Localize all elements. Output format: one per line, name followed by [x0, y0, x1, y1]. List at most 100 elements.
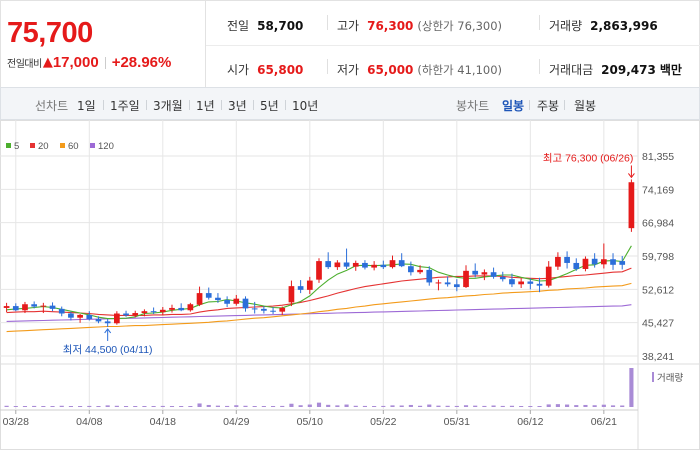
divider: [327, 15, 328, 30]
high-arrowhead: [628, 173, 635, 179]
period-3y[interactable]: 3년: [228, 99, 247, 113]
volume-bar: [610, 405, 616, 407]
candle-body: [591, 258, 598, 265]
candle-body: [233, 298, 240, 304]
candle-body: [564, 256, 570, 263]
high-price: 고가 76,300 (상한가 76,300): [337, 17, 502, 34]
legend-swatch: [60, 143, 65, 148]
volume-bar: [362, 405, 368, 407]
volume-bar: [142, 406, 147, 407]
volume-bar: [555, 404, 560, 407]
volume-bar: [326, 404, 331, 407]
volume-bar: [620, 405, 625, 407]
low-label: 저가: [337, 63, 360, 77]
period-1y[interactable]: 1년: [196, 99, 215, 113]
candle-body: [463, 270, 469, 288]
volume-bar: [307, 404, 312, 407]
up-triangle-icon: ▲: [42, 55, 53, 70]
candle-body: [169, 307, 175, 310]
volume-bar: [473, 405, 478, 407]
candle-body: [472, 270, 479, 275]
candle-body: [242, 298, 249, 309]
divider: [146, 100, 147, 110]
volume-bar: [537, 406, 542, 407]
volume-bar: [151, 406, 156, 407]
candle-daily[interactable]: 일봉: [502, 99, 525, 113]
amount-label: 거래대금: [549, 63, 594, 77]
volume-bar: [454, 405, 459, 407]
volume-bar: [418, 405, 423, 407]
volume-bar: [427, 404, 432, 407]
ma120-line: [6, 304, 632, 322]
volume-bar: [372, 406, 377, 407]
volume-bar: [353, 405, 358, 407]
period-5y[interactable]: 5년: [260, 99, 279, 113]
candle-body: [398, 260, 405, 267]
divider: [564, 100, 565, 110]
candle-body: [3, 306, 10, 308]
change-percent: +28.96%: [111, 54, 172, 71]
legend-swatch: [90, 143, 95, 148]
period-10y[interactable]: 10년: [292, 99, 319, 113]
volume-bar: [252, 406, 257, 407]
candle-body: [481, 272, 488, 275]
candle-body: [545, 266, 552, 286]
chart-frame: [0, 120, 700, 450]
legend-swatch: [6, 143, 11, 148]
candle-body: [132, 313, 139, 316]
volume-bar: [160, 405, 165, 407]
candle-body: [77, 314, 83, 318]
candle-body: [68, 313, 74, 318]
volume-bar: [4, 405, 9, 407]
candle-body: [316, 261, 322, 280]
period-3m[interactable]: 3개월: [153, 99, 183, 113]
divider: [285, 100, 286, 110]
y-tick-label: 52,612: [642, 284, 674, 296]
amount-value: 209,473: [601, 63, 656, 77]
volume-bar: [491, 405, 496, 407]
volume-bar: [87, 405, 92, 407]
divider: [221, 100, 222, 110]
candle-body: [490, 272, 497, 277]
volume-bar: [225, 405, 230, 407]
candle-body: [224, 300, 230, 304]
candle-monthly[interactable]: 월봉: [574, 99, 597, 113]
candle-body: [58, 308, 65, 314]
quote-panel: 75,700 전일대비 ▲ 17,000 +28.96% 전일 58,700 고…: [0, 0, 700, 89]
candle-body: [371, 264, 377, 268]
volume-bar: [574, 405, 579, 407]
candle-body: [444, 282, 451, 285]
candle-body: [408, 266, 414, 273]
ma5-line: [6, 245, 632, 320]
candle-body: [509, 279, 515, 285]
volume-bar: [390, 405, 395, 407]
volume-bar: [197, 403, 202, 407]
divider: [539, 15, 540, 30]
current-price: 75,700: [7, 17, 93, 49]
candle-body: [95, 319, 102, 322]
candle-body: [196, 293, 203, 305]
volume-bar: [261, 406, 266, 407]
x-tick-label: 05/22: [370, 416, 396, 428]
candle-body: [205, 293, 212, 298]
candle-body: [104, 321, 111, 324]
period-1w[interactable]: 1주일: [110, 99, 140, 113]
candle-weekly[interactable]: 주봉: [537, 99, 560, 113]
divider: [189, 100, 190, 110]
upper-limit: (상한가 76,300): [417, 19, 503, 33]
volume-bar: [133, 406, 138, 407]
candle-body: [389, 260, 396, 268]
volume-bar: [500, 405, 505, 407]
divider: [104, 56, 106, 69]
period-1d[interactable]: 1일: [77, 99, 96, 113]
volume-bar: [601, 404, 606, 407]
prev-close-label: 전일: [227, 19, 250, 33]
high-annotation: 최고 76,300 (06/26): [543, 152, 634, 164]
high-value: 76,300: [367, 19, 414, 33]
volume-bar: [243, 405, 248, 407]
x-tick-label: 05/10: [297, 416, 323, 428]
legend-label: 20: [38, 141, 49, 152]
volume-bar: [436, 405, 441, 407]
volume-bar: [463, 405, 469, 407]
candle-body: [527, 281, 534, 284]
